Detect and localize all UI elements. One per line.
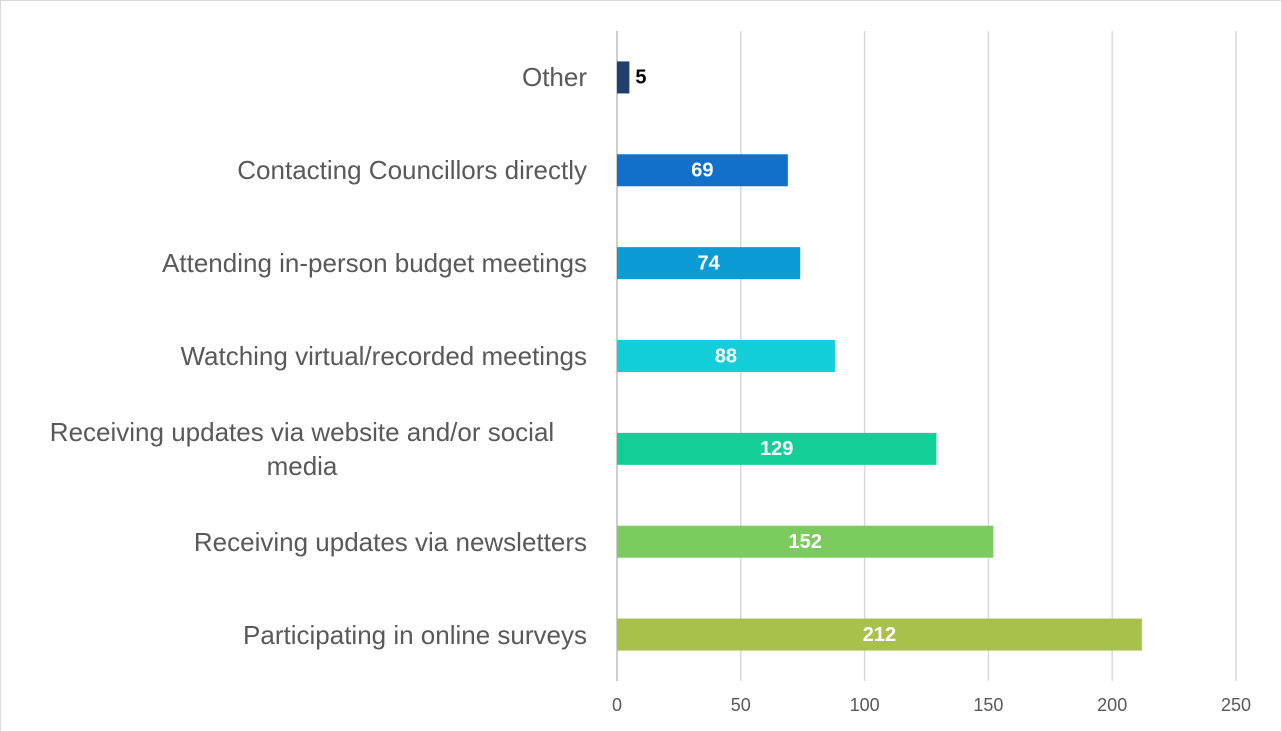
x-tick-label: 0 — [612, 695, 622, 715]
bar — [617, 247, 801, 280]
data-label: 5 — [635, 67, 646, 89]
y-tick-label: Receiving updates via newsletters — [193, 526, 587, 557]
data-label: 212 — [863, 624, 896, 646]
y-tick-label: Contacting Councillors directly — [237, 155, 587, 186]
y-tick-label: Participating in online surveys — [243, 619, 587, 650]
y-tick-label: Watching virtual/recorded meetings — [180, 341, 587, 371]
data-label: 129 — [760, 438, 793, 460]
y-tick-label: Receiving updates via website and/or soc… — [49, 416, 555, 481]
bar — [617, 432, 937, 465]
bar — [617, 154, 788, 187]
y-tick-label: Attending in-person budget meetings — [162, 248, 587, 279]
data-label: 69 — [691, 160, 713, 182]
bar — [617, 61, 630, 94]
data-label: 74 — [697, 252, 720, 274]
x-tick-label: 50 — [731, 695, 751, 715]
data-label: 152 — [788, 531, 821, 553]
x-tick-label: 200 — [1097, 695, 1127, 715]
x-tick-label: 250 — [1221, 695, 1251, 715]
x-tick-label: 100 — [850, 695, 880, 715]
bar — [617, 340, 835, 372]
data-label: 88 — [715, 345, 737, 367]
bar — [617, 618, 1142, 651]
bar — [617, 525, 994, 558]
y-tick-label: Other — [521, 62, 587, 93]
x-tick-label: 150 — [973, 695, 1003, 715]
